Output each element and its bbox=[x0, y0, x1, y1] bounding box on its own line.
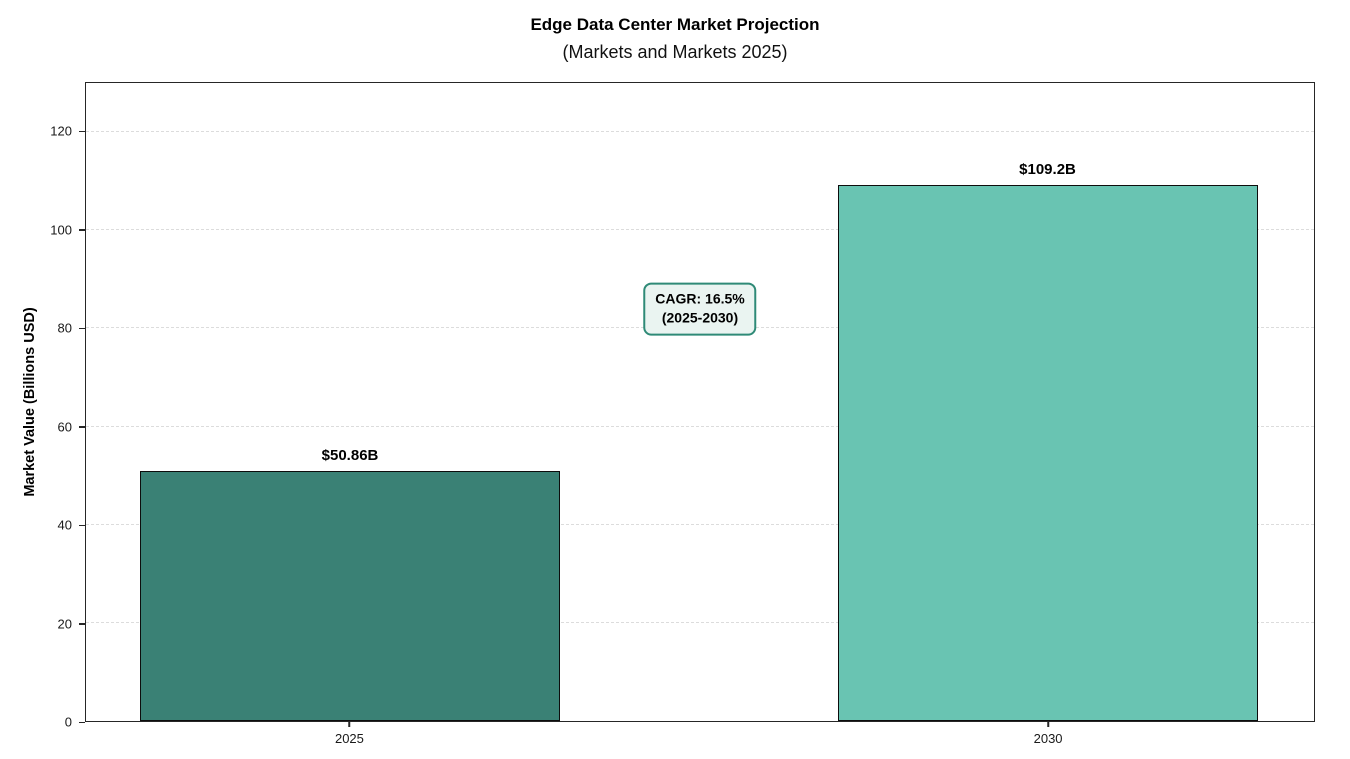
y-tick-mark bbox=[79, 229, 85, 231]
x-axis-ticks: 2025 2030 bbox=[85, 722, 1315, 758]
y-tick-mark bbox=[79, 426, 85, 428]
plot-area: CAGR: 16.5% (2025-2030) $50.86B $109.2B bbox=[85, 82, 1315, 722]
y-tick-mark bbox=[79, 623, 85, 625]
y-tick-mark bbox=[79, 524, 85, 527]
cagr-annotation-line2: (2025-2030) bbox=[661, 309, 739, 326]
y-tick-mark bbox=[79, 721, 85, 723]
gridline bbox=[86, 229, 1314, 231]
gridline bbox=[86, 523, 1314, 525]
y-tick-label: 20 bbox=[57, 616, 72, 632]
y-tick-label: 120 bbox=[50, 123, 72, 139]
x-tick-mark bbox=[1047, 722, 1049, 727]
y-tick-mark bbox=[79, 327, 85, 330]
bar bbox=[837, 185, 1258, 721]
y-tick-label: 40 bbox=[57, 517, 72, 533]
y-tick-label: 60 bbox=[57, 419, 72, 435]
y-axis-ticks: 0 20 40 60 80 100 120 bbox=[0, 82, 85, 729]
y-tick-label: 0 bbox=[64, 714, 72, 730]
gridline bbox=[86, 425, 1314, 427]
y-tick-label: 80 bbox=[57, 320, 72, 336]
bar bbox=[140, 471, 560, 721]
y-tick-label: 100 bbox=[50, 222, 72, 238]
chart-subtitle: (Markets and Markets 2025) bbox=[562, 42, 788, 62]
x-tick-label: 2030 bbox=[1033, 731, 1063, 746]
chart-title: Edge Data Center Market Projection bbox=[530, 15, 820, 34]
y-tick-mark bbox=[79, 130, 85, 133]
cagr-annotation: CAGR: 16.5% (2025-2030) bbox=[643, 282, 757, 336]
bar-value-label: $50.86B bbox=[321, 447, 379, 465]
gridline bbox=[86, 131, 1314, 133]
bar-value-label: $109.2B bbox=[1019, 161, 1076, 179]
x-tick-mark bbox=[348, 722, 351, 727]
x-tick-label: 2025 bbox=[334, 731, 364, 746]
gridline bbox=[86, 621, 1314, 623]
cagr-annotation-line1: CAGR: 16.5% bbox=[655, 290, 745, 307]
